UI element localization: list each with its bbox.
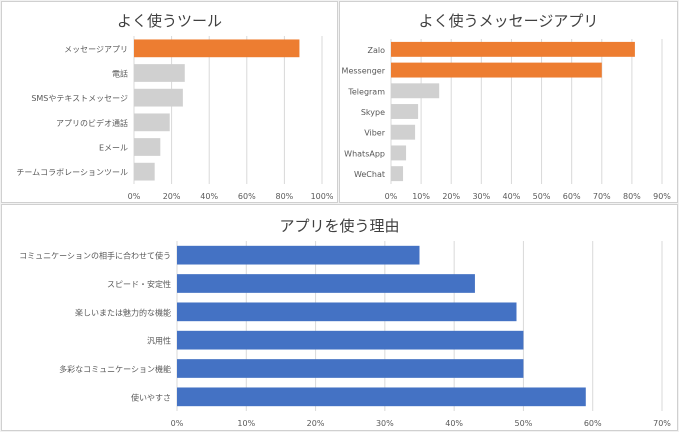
bar <box>391 145 407 161</box>
bar <box>391 41 635 57</box>
category-label: スピード・安定性 <box>107 279 171 289</box>
category-label: 楽しいまたは魅力的な機能 <box>75 307 171 317</box>
x-tick-label: 70% <box>593 192 611 201</box>
x-tick-label: 100% <box>311 192 334 201</box>
category-label: 汎用性 <box>147 336 171 346</box>
bar <box>391 62 602 78</box>
x-tick-label: 20% <box>307 419 325 428</box>
bar <box>177 302 517 322</box>
category-label: 多彩なコミュニケーション機能 <box>59 364 171 374</box>
bar <box>177 387 586 407</box>
chart-panel-reasons: アプリを使う理由 0% 10% 20% 30% 40% 50% 60% 70% コミュニケーショ… <box>1 204 678 431</box>
chart-title: よく使うメッセージアプリ <box>418 12 599 30</box>
x-tick-label: 50% <box>515 419 533 428</box>
x-tick-label: 60% <box>584 419 602 428</box>
x-tick-label: 40% <box>200 192 218 201</box>
chart-title: アプリを使う理由 <box>279 217 400 235</box>
chart-panel-messaging-apps: よく使うメッセージアプリ 0% 10% 20% 30% 40% 50% 60% 70% 80% 9… <box>339 1 678 203</box>
category-label: WhatsApp <box>344 149 385 158</box>
x-tick-label: 60% <box>563 192 581 201</box>
category-label: Telegram <box>347 87 385 96</box>
chart-panel-tools: よく使うツール 0% 20% 40% 60% 80% 100% メッセージアプリ電話 SMSや… <box>1 1 338 203</box>
category-label: Messenger <box>342 67 386 76</box>
x-tick-label: 80% <box>276 192 294 201</box>
x-tick-label: 70% <box>653 419 671 428</box>
bar <box>134 88 183 107</box>
bar <box>177 359 524 378</box>
bar <box>134 64 185 82</box>
category-label: コミュニケーションの相手に合わせて使う <box>19 251 171 261</box>
bar <box>134 162 155 181</box>
x-tick-label: 20% <box>163 192 181 201</box>
x-tick-label: 0% <box>385 192 398 201</box>
bar <box>391 124 416 140</box>
bar <box>134 138 161 156</box>
x-tick-label: 40% <box>503 192 521 201</box>
category-label: Viber <box>364 129 386 138</box>
category-label: 電話 <box>112 69 128 79</box>
bar <box>391 166 404 182</box>
chart-reasons-plot: 0% 10% 20% 30% 40% 50% 60% 70% コミュニケーションの相手に合わせて… <box>19 241 671 428</box>
x-tick-label: 20% <box>442 192 460 201</box>
bar <box>134 113 170 132</box>
chart-title: よく使うツール <box>116 12 222 30</box>
category-label: Eメール <box>99 144 128 153</box>
x-tick-label: 40% <box>445 419 463 428</box>
x-tick-label: 0% <box>171 419 184 428</box>
chart-apps-plot: 0% 10% 20% 30% 40% 50% 60% 70% 80% 90% Zalo Messeng… <box>342 39 671 201</box>
category-label: アプリのビデオ通話 <box>56 118 128 128</box>
x-tick-label: 50% <box>533 192 551 201</box>
x-tick-label: 90% <box>653 192 671 201</box>
x-tick-label: 80% <box>623 192 641 201</box>
category-label: 使いやすさ <box>131 392 171 402</box>
bar <box>391 83 440 99</box>
bar <box>177 330 524 350</box>
x-tick-label: 60% <box>238 192 256 201</box>
category-label: SMSやテキストメッセージ <box>31 94 128 103</box>
x-tick-label: 10% <box>412 192 430 201</box>
category-label: WeChat <box>354 170 385 179</box>
category-label: メッセージアプリ <box>64 45 128 54</box>
x-tick-label: 10% <box>237 419 255 428</box>
category-label: Zalo <box>368 46 386 55</box>
bar <box>177 274 475 293</box>
bar <box>391 104 419 119</box>
x-tick-label: 30% <box>376 419 394 428</box>
category-label: チームコラボレーションツール <box>16 168 128 177</box>
x-tick-label: 30% <box>472 192 490 201</box>
bar <box>134 39 300 58</box>
x-tick-label: 0% <box>128 192 141 201</box>
category-label: Skype <box>361 108 385 117</box>
bar <box>177 245 420 265</box>
